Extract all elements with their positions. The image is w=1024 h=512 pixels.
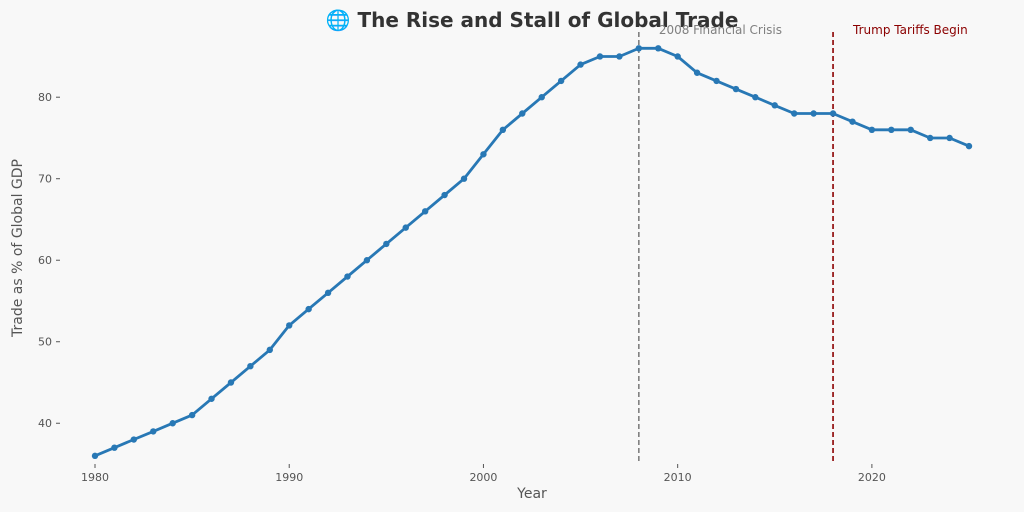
x-tick-label: 2000 [469,471,497,484]
series-line [93,46,971,458]
data-point [286,322,293,329]
annotation-label: 2008 Financial Crisis [659,23,782,37]
data-point [305,305,312,313]
data-point [674,53,681,60]
data-point [247,362,254,370]
chart-title: 🌐 The Rise and Stall of Global Trade [326,8,739,32]
y-tick-label: 60 [38,254,52,267]
y-tick-label: 70 [38,173,52,186]
data-point [208,395,215,402]
data-point [791,110,798,117]
data-point [402,224,409,231]
data-point [480,151,487,158]
y-tick-label: 80 [38,91,52,104]
data-point [227,379,235,386]
data-point [91,452,99,460]
x-axis-label: Year [516,486,547,502]
data-point [868,126,876,134]
data-point [557,77,565,85]
data-point [577,61,584,68]
data-point [752,94,759,101]
series-layer [91,45,973,460]
data-point [460,175,468,182]
data-point [596,53,604,60]
data-point [363,257,371,264]
data-point [926,134,934,142]
data-point [130,436,138,443]
data-point [538,94,545,101]
y-tick-label: 40 [38,417,52,430]
axes: 1980 1990 2000 2010 2020 40 50 60 70 80 [38,91,886,484]
data-point [616,53,623,60]
y-tick-label: 50 [38,336,52,349]
annotation-label: Trump Tariffs Begin [852,23,968,37]
y-axis-label: Trade as % of Global GDP [10,159,26,338]
data-point [324,289,332,297]
data-point [888,126,895,134]
data-point [519,110,526,117]
data-point [907,126,914,134]
data-point [421,208,429,215]
data-point [111,444,118,451]
data-point [693,69,701,76]
data-point [441,191,448,199]
data-point [635,45,643,52]
data-point [150,428,157,435]
data-point [188,411,196,419]
data-point [849,118,856,125]
x-tick-label: 1980 [81,471,109,484]
data-point [771,102,778,109]
data-point [499,126,507,134]
data-point [946,134,953,142]
data-point [344,273,351,280]
x-tick-label: 2020 [858,471,886,484]
data-point [655,45,662,52]
data-point [829,110,837,117]
data-point [713,77,720,85]
data-point [383,240,390,248]
x-tick-label: 1990 [275,471,303,484]
annotations: 2008 Financial Crisis Trump Tariffs Begin [638,23,968,464]
data-point [266,346,273,354]
data-point [169,420,176,427]
data-point [810,110,817,117]
data-point [732,85,740,93]
data-point [965,142,973,150]
x-tick-label: 2010 [664,471,692,484]
